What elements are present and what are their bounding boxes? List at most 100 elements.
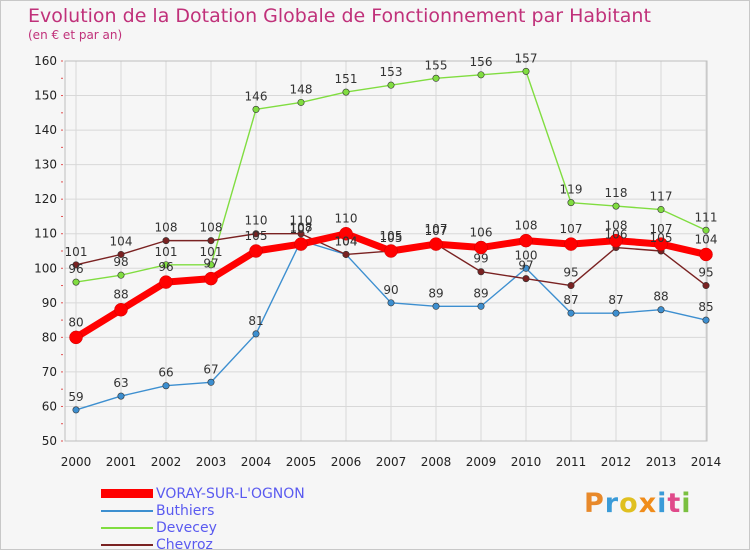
data-label: 101 (200, 245, 223, 259)
data-label: 119 (560, 183, 583, 197)
x-tick-label: 2002 (151, 455, 182, 469)
data-point (567, 282, 575, 290)
legend-swatch (101, 509, 153, 512)
data-label: 107 (425, 224, 448, 238)
legend: VORAY-SUR-L'OGNON Buthiers Devecey Chevr… (101, 485, 305, 550)
data-label: 104 (335, 234, 358, 248)
legend-label: VORAY-SUR-L'OGNON (156, 485, 305, 502)
data-point (387, 299, 395, 307)
data-label: 101 (65, 245, 88, 259)
data-point (162, 382, 170, 390)
data-point (654, 237, 668, 251)
data-point (117, 250, 125, 258)
data-label: 87 (563, 293, 578, 307)
data-label: 108 (515, 219, 538, 233)
x-tick-label: 2009 (466, 455, 497, 469)
chart-subtitle: (en € et par an) (28, 28, 123, 42)
legend-swatch (101, 489, 153, 498)
data-point (522, 67, 530, 75)
data-point (477, 71, 485, 79)
data-point (162, 261, 170, 269)
data-label: 105 (650, 231, 673, 245)
x-tick-label: 2007 (376, 455, 407, 469)
data-label: 118 (605, 186, 628, 200)
data-point (249, 244, 263, 258)
data-label: 106 (605, 228, 628, 242)
data-point (387, 81, 395, 89)
legend-swatch (101, 543, 153, 546)
data-label: 89 (473, 286, 488, 300)
x-tick-label: 2005 (286, 455, 317, 469)
legend-item: VORAY-SUR-L'OGNON (101, 485, 305, 502)
data-label: 90 (383, 283, 398, 297)
data-label: 96 (158, 260, 173, 274)
data-point (564, 237, 578, 251)
data-point (207, 378, 215, 386)
legend-label: Chevroz (156, 536, 213, 550)
data-label: 105 (380, 229, 403, 243)
y-tick-label: 140 (34, 123, 57, 137)
y-tick-label: 160 (34, 54, 57, 68)
chart-title: Evolution de la Dotation Globale de Fonc… (28, 5, 651, 27)
data-point (477, 302, 485, 310)
data-label: 157 (515, 51, 538, 65)
data-label: 108 (290, 221, 313, 235)
data-point (162, 237, 170, 245)
logo-letter: t (667, 488, 682, 519)
data-point (474, 240, 488, 255)
data-point (117, 271, 125, 279)
data-point (72, 278, 80, 286)
data-label: 108 (605, 219, 628, 233)
legend-item: Chevroz (101, 536, 305, 550)
data-label: 111 (695, 210, 718, 224)
y-tick-label: 100 (34, 261, 57, 275)
data-point (699, 247, 713, 262)
data-point (702, 226, 710, 234)
data-point (72, 406, 80, 414)
y-tick-label: 120 (34, 192, 57, 206)
data-point (522, 275, 530, 283)
data-point (207, 261, 215, 269)
data-point (522, 264, 530, 272)
x-tick-label: 2014 (691, 455, 722, 469)
data-label: 105 (245, 229, 268, 243)
y-tick-label: 150 (34, 89, 57, 103)
data-point (72, 261, 80, 269)
data-point (297, 230, 305, 238)
x-tick-label: 2008 (421, 455, 452, 469)
logo-letter: x (638, 488, 658, 519)
data-point (477, 268, 485, 276)
data-point (114, 302, 128, 317)
data-label: 107 (425, 222, 448, 236)
data-label: 95 (698, 266, 713, 280)
logo-letter: P (584, 488, 605, 519)
data-point (294, 237, 308, 251)
data-label: 107 (650, 222, 673, 236)
data-label: 101 (155, 245, 178, 259)
data-label: 97 (203, 257, 218, 271)
data-label: 59 (68, 390, 83, 404)
data-point (69, 330, 83, 345)
data-label: 100 (515, 248, 538, 262)
data-point (117, 392, 125, 400)
logo-letter: i (681, 488, 692, 519)
data-point (567, 199, 575, 207)
x-tick-label: 2011 (556, 455, 587, 469)
data-label: 85 (698, 300, 713, 314)
data-label: 104 (695, 232, 718, 246)
data-label: 88 (653, 290, 668, 304)
x-tick-label: 2000 (61, 455, 92, 469)
data-point (609, 233, 623, 248)
data-point (519, 233, 533, 248)
data-point (429, 237, 443, 251)
data-label: 89 (428, 286, 443, 300)
data-label: 117 (650, 190, 673, 204)
data-point (159, 275, 173, 289)
data-label: 108 (155, 221, 178, 235)
data-point (384, 244, 398, 258)
data-label: 104 (335, 234, 358, 248)
y-tick-label: 110 (34, 227, 57, 241)
legend-label: Devecey (156, 519, 217, 536)
data-point (252, 105, 260, 113)
